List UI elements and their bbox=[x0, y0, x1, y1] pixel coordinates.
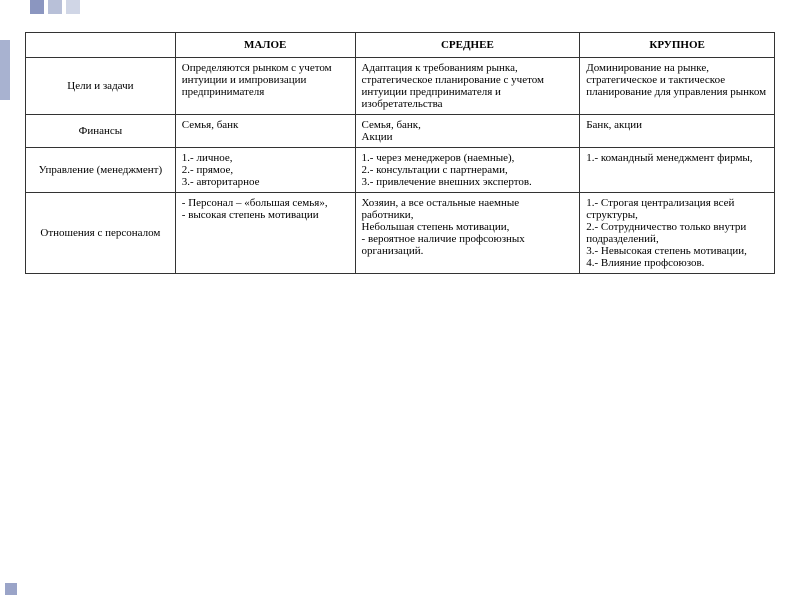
header-empty bbox=[26, 33, 176, 58]
header-large: КРУПНОЕ bbox=[580, 33, 775, 58]
decoration-top bbox=[30, 0, 80, 14]
cell-goals-medium: Адаптация к требованиям рынка, стратегич… bbox=[355, 58, 580, 115]
cell-management-small: 1.- личное,2.- прямое,3.- авторитарное bbox=[175, 148, 355, 193]
header-medium: СРЕДНЕЕ bbox=[355, 33, 580, 58]
cell-management-medium: 1.- через менеджеров (наемные),2.- консу… bbox=[355, 148, 580, 193]
cell-finance-medium: Семья, банк,Акции bbox=[355, 115, 580, 148]
deco-square bbox=[48, 0, 62, 14]
table-row: Цели и задачи Определяются рынком с учет… bbox=[26, 58, 775, 115]
comparison-table: МАЛОЕ СРЕДНЕЕ КРУПНОЕ Цели и задачи Опре… bbox=[25, 32, 775, 274]
table-row: Финансы Семья, банк Семья, банк,Акции Ба… bbox=[26, 115, 775, 148]
cell-finance-large: Банк, акции bbox=[580, 115, 775, 148]
row-label-management: Управление (менеджмент) bbox=[26, 148, 176, 193]
row-label-goals: Цели и задачи bbox=[26, 58, 176, 115]
decoration-left bbox=[0, 40, 10, 100]
deco-square bbox=[66, 0, 80, 14]
cell-personnel-medium: Хозяин, а все остальные наемные работник… bbox=[355, 193, 580, 274]
table-row: Отношения с персоналом - Персонал – «бол… bbox=[26, 193, 775, 274]
table-header-row: МАЛОЕ СРЕДНЕЕ КРУПНОЕ bbox=[26, 33, 775, 58]
cell-personnel-small: - Персонал – «большая семья»,- высокая с… bbox=[175, 193, 355, 274]
cell-goals-large: Доминирование на рынке, стратегическое и… bbox=[580, 58, 775, 115]
row-label-personnel: Отношения с персоналом bbox=[26, 193, 176, 274]
row-label-finance: Финансы bbox=[26, 115, 176, 148]
decoration-bottom bbox=[5, 583, 17, 595]
table-row: Управление (менеджмент) 1.- личное,2.- п… bbox=[26, 148, 775, 193]
cell-goals-small: Определяются рынком с учетом интуиции и … bbox=[175, 58, 355, 115]
cell-finance-small: Семья, банк bbox=[175, 115, 355, 148]
cell-management-large: 1.- командный менеджмент фирмы, bbox=[580, 148, 775, 193]
header-small: МАЛОЕ bbox=[175, 33, 355, 58]
deco-square bbox=[30, 0, 44, 14]
cell-personnel-large: 1.- Строгая централизация всей структуры… bbox=[580, 193, 775, 274]
